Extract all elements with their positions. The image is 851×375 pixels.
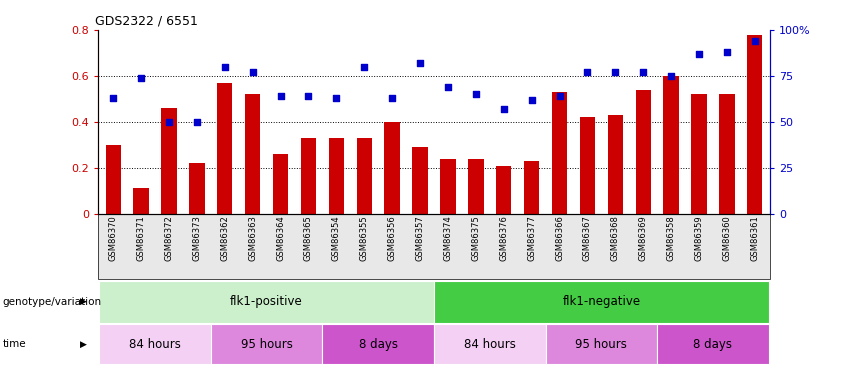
Bar <box>357 138 372 214</box>
Point <box>218 64 231 70</box>
Point <box>414 60 427 66</box>
Point <box>553 93 567 99</box>
Point <box>637 69 650 75</box>
Text: GDS2322 / 6551: GDS2322 / 6551 <box>94 15 197 27</box>
Text: 8 days: 8 days <box>694 338 733 351</box>
Bar <box>300 138 317 214</box>
Bar <box>747 34 762 214</box>
Point <box>163 119 176 125</box>
Bar <box>691 94 706 214</box>
Text: 95 hours: 95 hours <box>575 338 627 351</box>
Bar <box>719 94 734 214</box>
Bar <box>189 163 204 214</box>
Text: 84 hours: 84 hours <box>129 338 181 351</box>
Text: 84 hours: 84 hours <box>464 338 516 351</box>
Point <box>608 69 622 75</box>
Point <box>386 95 399 101</box>
Point <box>748 38 762 44</box>
Text: flk1-negative: flk1-negative <box>563 296 641 308</box>
Text: 95 hours: 95 hours <box>241 338 293 351</box>
Point <box>441 84 454 90</box>
Bar <box>524 161 540 214</box>
Text: ▶: ▶ <box>80 297 87 306</box>
Point <box>190 119 203 125</box>
Bar <box>608 115 623 214</box>
Point <box>665 73 678 79</box>
Text: time: time <box>3 339 26 349</box>
Bar <box>273 154 288 214</box>
Point <box>692 51 705 57</box>
Point <box>134 75 148 81</box>
Point <box>357 64 371 70</box>
Bar <box>636 90 651 214</box>
Text: ▶: ▶ <box>80 340 87 349</box>
Point <box>469 92 483 98</box>
Bar <box>496 165 511 214</box>
Point <box>329 95 343 101</box>
Bar <box>385 122 400 214</box>
Point <box>497 106 511 112</box>
Bar <box>440 159 455 214</box>
Point <box>525 97 539 103</box>
Point <box>301 93 315 99</box>
Point <box>246 69 260 75</box>
Bar <box>468 159 483 214</box>
Point <box>274 93 288 99</box>
Text: genotype/variation: genotype/variation <box>3 297 101 307</box>
Point <box>580 69 594 75</box>
Bar <box>106 145 121 214</box>
Bar <box>217 83 232 214</box>
Bar <box>245 94 260 214</box>
Bar <box>413 147 428 214</box>
Point <box>106 95 120 101</box>
Point <box>720 49 734 55</box>
Text: flk1-positive: flk1-positive <box>231 296 303 308</box>
Bar <box>162 108 177 214</box>
Bar <box>328 138 344 214</box>
Bar <box>580 117 595 214</box>
Bar <box>664 76 679 214</box>
Bar <box>551 92 568 214</box>
Text: 8 days: 8 days <box>359 338 397 351</box>
Bar <box>134 189 149 214</box>
